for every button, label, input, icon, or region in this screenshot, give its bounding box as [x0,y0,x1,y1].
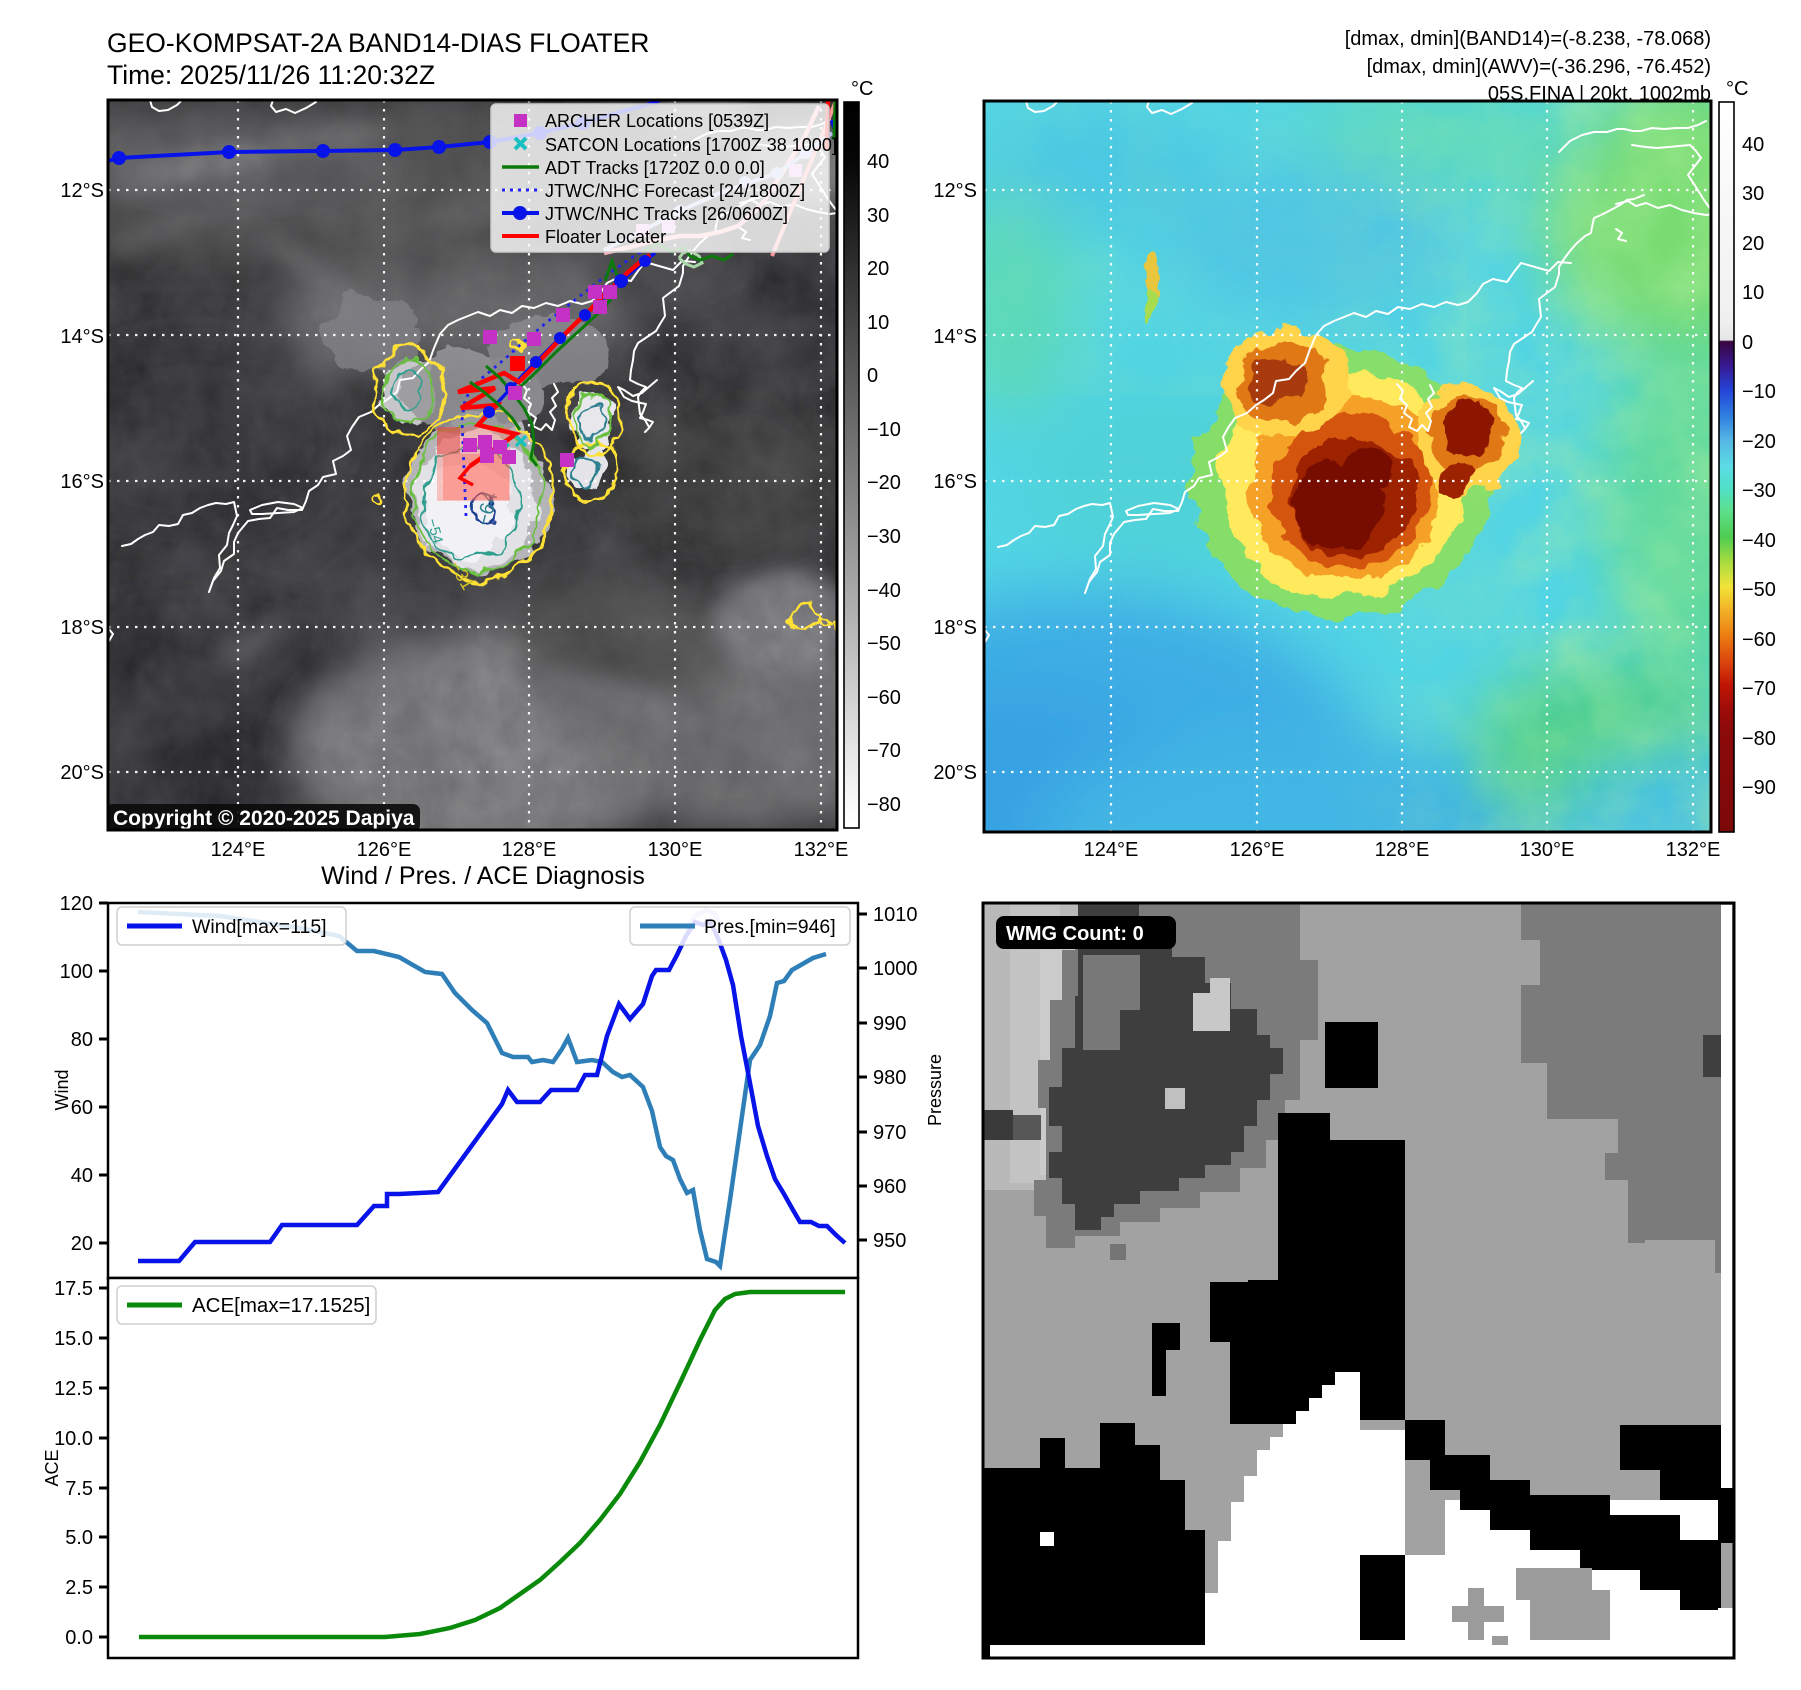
svg-text:20°S: 20°S [60,762,104,784]
svg-text:30: 30 [867,205,889,227]
svg-text:Time: 2025/11/26 11:20:32Z: Time: 2025/11/26 11:20:32Z [107,60,435,90]
svg-text:0: 0 [867,365,878,387]
svg-text:960: 960 [873,1176,906,1198]
svg-text:40: 40 [867,151,889,173]
svg-text:20°S: 20°S [933,762,977,784]
svg-text:12°S: 12°S [933,180,977,202]
svg-text:0: 0 [1742,332,1753,354]
svg-text:−80: −80 [1742,728,1776,750]
svg-text:130°E: 130°E [1520,839,1575,861]
svg-text:950: 950 [873,1230,906,1252]
svg-text:15.0: 15.0 [54,1328,93,1350]
svg-text:WMG Count: 0: WMG Count: 0 [1006,923,1144,945]
svg-text:10: 10 [1742,282,1764,304]
svg-text:−10: −10 [1742,381,1776,403]
svg-text:40: 40 [71,1165,93,1187]
svg-text:1000: 1000 [873,958,918,980]
svg-text:128°E: 128°E [1375,839,1430,861]
svg-text:Wind[max=115]: Wind[max=115] [192,916,327,938]
svg-text:18°S: 18°S [60,617,104,639]
svg-text:0.0: 0.0 [65,1627,93,1649]
svg-text:20: 20 [71,1233,93,1255]
svg-text:−54: −54 [423,517,446,546]
svg-text:100: 100 [60,961,93,983]
svg-text:126°E: 126°E [1230,839,1285,861]
svg-text:−60: −60 [867,687,901,709]
svg-text:80: 80 [71,1029,93,1051]
svg-text:−50: −50 [1742,579,1776,601]
svg-text:−20: −20 [867,472,901,494]
svg-text:−60: −60 [1742,629,1776,651]
svg-text:20: 20 [867,258,889,280]
svg-text:980: 980 [873,1067,906,1089]
svg-text:990: 990 [873,1013,906,1035]
svg-text:Pressure: Pressure [925,1054,945,1126]
svg-text:130°E: 130°E [648,839,703,861]
svg-text:970: 970 [873,1122,906,1144]
svg-text:ADT Tracks [1720Z 0.0 0.0]: ADT Tracks [1720Z 0.0 0.0] [545,158,765,178]
svg-text:12.5: 12.5 [54,1378,93,1400]
svg-text:°C: °C [851,78,873,100]
svg-text:14°S: 14°S [60,326,104,348]
svg-text:−90: −90 [1742,777,1776,799]
svg-text:Wind: Wind [52,1069,72,1110]
svg-text:Pres.[min=946]: Pres.[min=946] [704,916,836,938]
svg-text:16°S: 16°S [60,471,104,493]
svg-text:GEO-KOMPSAT-2A BAND14-DIAS FLO: GEO-KOMPSAT-2A BAND14-DIAS FLOATER [107,28,649,58]
svg-text:ACE: ACE [42,1449,62,1486]
svg-text:[dmax, dmin](AWV)=(-36.296, -7: [dmax, dmin](AWV)=(-36.296, -76.452) [1367,56,1711,78]
svg-text:128°E: 128°E [502,839,557,861]
svg-text:JTWC/NHC Forecast [24/1800Z]: JTWC/NHC Forecast [24/1800Z] [545,181,805,201]
svg-text:−40: −40 [1742,530,1776,552]
svg-text:12°S: 12°S [60,180,104,202]
svg-text:10.0: 10.0 [54,1428,93,1450]
svg-text:−50: −50 [867,633,901,655]
svg-text:10: 10 [867,312,889,334]
svg-text:1010: 1010 [873,904,918,926]
svg-text:−30: −30 [1742,480,1776,502]
svg-text:JTWC/NHC Tracks [26/0600Z]: JTWC/NHC Tracks [26/0600Z] [545,204,788,224]
svg-text:Copyright © 2020-2025 Dapiya: Copyright © 2020-2025 Dapiya [113,807,415,830]
svg-text:°C: °C [1726,78,1748,100]
svg-text:5.0: 5.0 [65,1527,93,1549]
svg-text:132°E: 132°E [794,839,849,861]
svg-text:14°S: 14°S [933,326,977,348]
svg-text:−80: −80 [867,794,901,816]
svg-text:7.5: 7.5 [65,1478,93,1500]
svg-text:Wind / Pres. / ACE Diagnosis: Wind / Pres. / ACE Diagnosis [321,862,645,890]
svg-text:−70: −70 [1742,678,1776,700]
svg-text:124°E: 124°E [211,839,266,861]
svg-text:ACE[max=17.1525]: ACE[max=17.1525] [192,1294,370,1317]
svg-text:16°S: 16°S [933,471,977,493]
svg-text:124°E: 124°E [1084,839,1139,861]
svg-text:126°E: 126°E [357,839,412,861]
svg-text:30: 30 [1742,183,1764,205]
svg-text:17.5: 17.5 [54,1278,93,1300]
svg-text:−40: −40 [867,580,901,602]
svg-text:60: 60 [71,1097,93,1119]
svg-text:120: 120 [60,893,93,915]
svg-text:18°S: 18°S [933,617,977,639]
svg-text:−10: −10 [867,419,901,441]
svg-text:−30: −30 [867,526,901,548]
svg-text:132°E: 132°E [1666,839,1721,861]
svg-text:40: 40 [1742,134,1764,156]
svg-text:20: 20 [1742,233,1764,255]
svg-text:−70: −70 [867,740,901,762]
svg-text:[dmax, dmin](BAND14)=(-8.238,: [dmax, dmin](BAND14)=(-8.238, -78.068) [1345,28,1711,50]
svg-text:2.5: 2.5 [65,1577,93,1599]
svg-text:ARCHER Locations [0539Z]: ARCHER Locations [0539Z] [545,111,769,131]
svg-text:−20: −20 [1742,431,1776,453]
svg-text:Floater Locater: Floater Locater [545,227,666,247]
svg-text:SATCON Locations [1700Z 38 100: SATCON Locations [1700Z 38 1000] [545,135,837,155]
